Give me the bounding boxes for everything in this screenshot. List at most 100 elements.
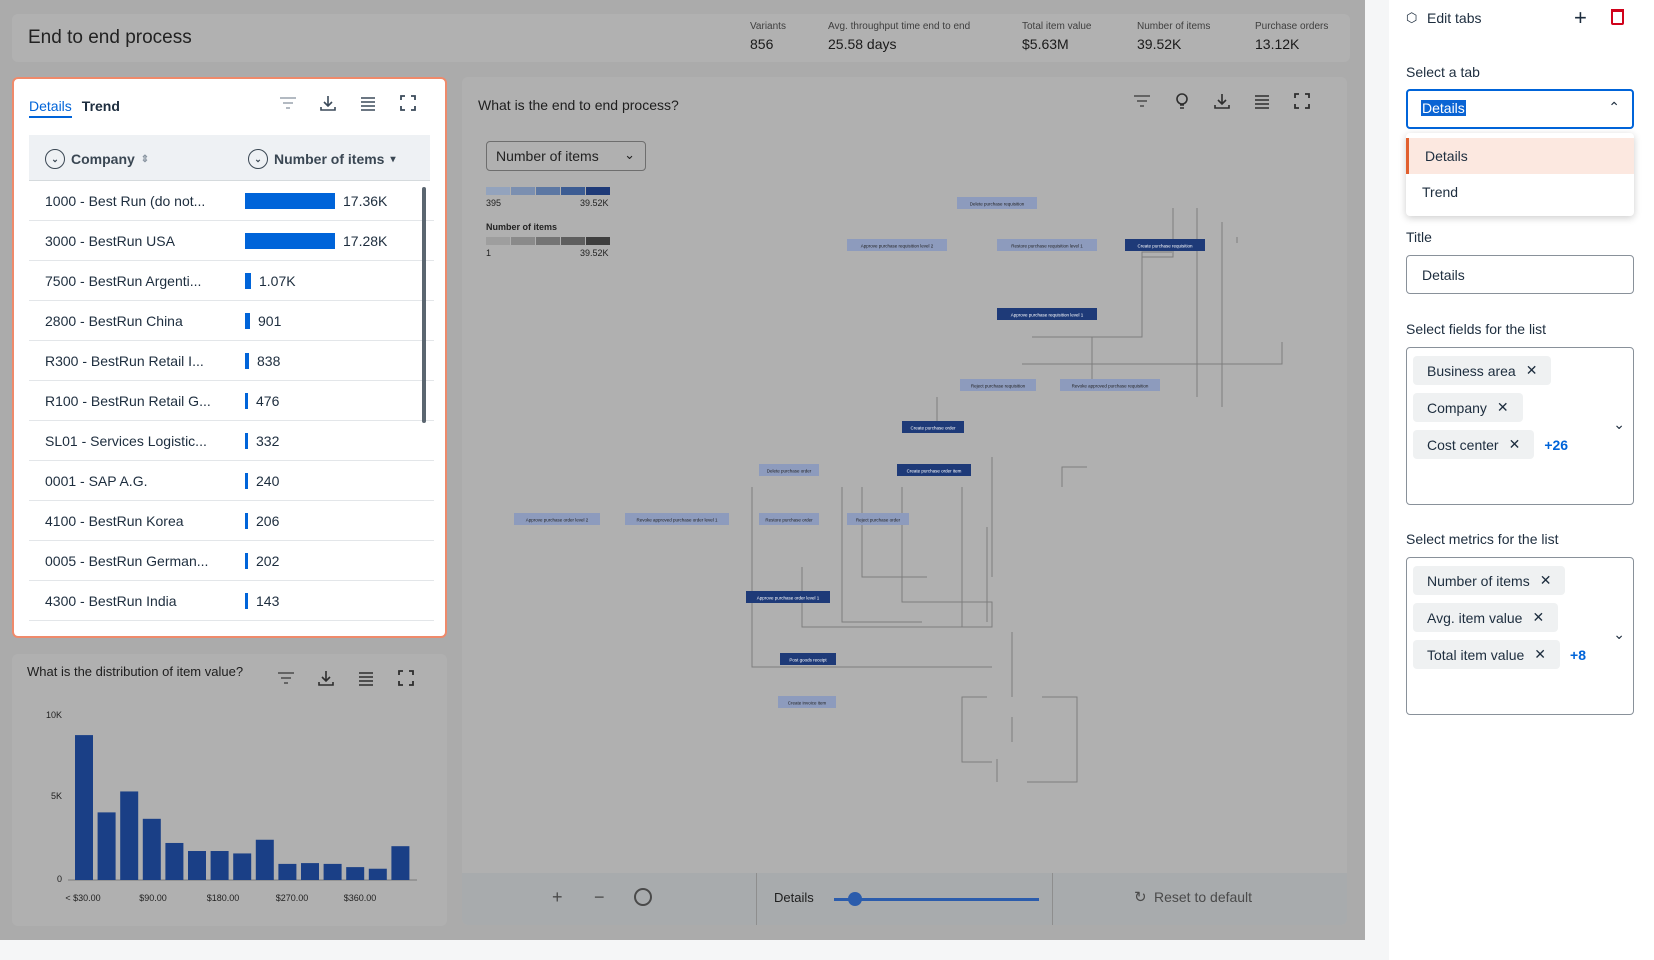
scrollbar[interactable] xyxy=(422,187,426,423)
histogram-bar[interactable] xyxy=(323,863,342,880)
table-row[interactable]: 4100 - BestRun Korea 206 xyxy=(29,501,434,541)
process-node[interactable]: Reject purchase requisition xyxy=(960,379,1036,391)
histogram-bar[interactable] xyxy=(346,867,365,880)
lightbulb-icon[interactable] xyxy=(1172,91,1192,111)
table-row[interactable]: 4300 - BestRun India 143 xyxy=(29,581,434,621)
metrics-label: Select metrics for the list xyxy=(1406,531,1559,547)
histogram-bar[interactable] xyxy=(301,863,319,880)
fullscreen-icon[interactable] xyxy=(1292,91,1312,111)
select-tab-value: Details xyxy=(1421,100,1466,116)
histogram-bar[interactable] xyxy=(391,846,410,880)
process-node[interactable]: Delete purchase order xyxy=(759,464,819,476)
zoom-in-icon[interactable]: + xyxy=(552,887,563,907)
filter-icon[interactable] xyxy=(276,668,296,688)
option-details[interactable]: Details xyxy=(1406,138,1634,174)
remove-icon[interactable]: ✕ xyxy=(1525,362,1538,378)
histogram-bar[interactable] xyxy=(188,851,206,880)
process-node[interactable]: Create purchase order item xyxy=(897,464,971,476)
download-icon[interactable] xyxy=(316,668,336,688)
fullscreen-icon[interactable] xyxy=(396,668,416,688)
more-fields-count[interactable]: +26 xyxy=(1544,436,1569,453)
more-metrics-count[interactable]: +8 xyxy=(1570,646,1586,663)
title-input-value: Details xyxy=(1422,267,1465,283)
metric-token[interactable]: Number of items ✕ xyxy=(1413,566,1566,595)
details-slider-track[interactable] xyxy=(834,898,1039,901)
process-node[interactable]: Restore purchase requisition level 1 xyxy=(997,239,1097,251)
histogram-bar[interactable] xyxy=(255,839,274,880)
field-token[interactable]: Cost center ✕ xyxy=(1413,430,1535,459)
remove-icon[interactable]: ✕ xyxy=(1532,609,1545,625)
details-slider-thumb[interactable] xyxy=(847,892,862,906)
table-row[interactable]: 7500 - BestRun Argenti... 1.07K xyxy=(29,261,434,301)
edit-tabs-panel: ⬡ Edit tabs + Select a tab Details ⌃ Det… xyxy=(1389,0,1654,960)
column-number-of-items[interactable]: ⌄ Number of items ▾ xyxy=(248,149,396,169)
chevron-down-icon[interactable]: ⌄ xyxy=(1613,416,1625,432)
remove-icon[interactable]: ✕ xyxy=(1539,572,1552,588)
process-graph[interactable]: Delete purchase requisition Approve purch… xyxy=(462,77,1347,867)
tab-trend[interactable]: Trend xyxy=(81,98,120,114)
table-row[interactable]: R300 - BestRun Retail I... 838 xyxy=(29,341,434,381)
table-row[interactable]: 1000 - Best Run (do not... 17.36K xyxy=(29,181,434,221)
metrics-multiselect[interactable]: Number of items ✕ Avg. item value ✕ Total … xyxy=(1406,557,1634,715)
title-input[interactable]: Details xyxy=(1406,255,1634,294)
chevron-down-icon[interactable]: ⌄ xyxy=(1613,626,1625,642)
delete-icon[interactable] xyxy=(1611,9,1624,25)
add-icon[interactable]: + xyxy=(1574,5,1587,30)
metric-select[interactable]: Number of items ⌄ xyxy=(486,141,646,171)
process-node[interactable]: Create invoice item xyxy=(778,696,836,708)
recenter-icon[interactable] xyxy=(634,888,652,906)
fields-multiselect[interactable]: Business area ✕ Company ✕ Cost center ✕ +26 … xyxy=(1406,347,1634,505)
process-node[interactable]: Approve purchase order level 1 xyxy=(746,591,830,603)
table-view-icon[interactable] xyxy=(358,93,378,113)
remove-icon[interactable]: ✕ xyxy=(1496,399,1509,415)
metric-token[interactable]: Avg. item value ✕ xyxy=(1413,603,1559,632)
chevron-down-icon[interactable]: ⌄ xyxy=(248,149,268,169)
table-row[interactable]: 3000 - BestRun USA 17.28K xyxy=(29,221,434,261)
remove-icon[interactable]: ✕ xyxy=(1534,646,1547,662)
histogram-bar[interactable] xyxy=(142,818,161,880)
field-token[interactable]: Business area ✕ xyxy=(1413,356,1552,385)
tab-details[interactable]: Details xyxy=(29,98,72,118)
process-node[interactable]: Approve purchase order level 2 xyxy=(514,513,600,525)
histogram-bar[interactable] xyxy=(165,842,184,880)
column-company[interactable]: ⌄ Company ⇕ xyxy=(45,149,149,169)
process-node[interactable]: Post goods receipt xyxy=(780,653,836,665)
process-node[interactable]: Approve purchase requisition level 1 xyxy=(997,308,1097,320)
table-view-icon[interactable] xyxy=(1252,91,1272,111)
process-node[interactable]: Delete purchase requisition xyxy=(957,197,1037,209)
filter-icon[interactable] xyxy=(278,93,298,113)
field-token[interactable]: Company ✕ xyxy=(1413,393,1523,422)
option-trend[interactable]: Trend xyxy=(1422,184,1459,200)
histogram-bar[interactable] xyxy=(233,853,252,880)
process-node[interactable]: Reject purchase order xyxy=(847,513,909,525)
table-row[interactable]: 0001 - SAP A.G. 240 xyxy=(29,461,434,501)
reset-to-default-button[interactable]: Reset to default xyxy=(1154,889,1253,905)
table-row[interactable]: 2800 - BestRun China 901 xyxy=(29,301,434,341)
histogram-bar[interactable] xyxy=(368,868,387,880)
fullscreen-icon[interactable] xyxy=(398,93,418,113)
process-node[interactable]: Create purchase order xyxy=(902,421,964,433)
histogram-bar[interactable] xyxy=(278,863,297,880)
table-row[interactable]: SL01 - Services Logistic... 332 xyxy=(29,421,434,461)
table-row[interactable]: 0005 - BestRun German... 202 xyxy=(29,541,434,581)
histogram-bar[interactable] xyxy=(120,791,139,880)
select-tab-dropdown[interactable]: Details ⌃ xyxy=(1406,89,1634,129)
chevron-down-icon[interactable]: ⌄ xyxy=(45,149,65,169)
table-view-icon[interactable] xyxy=(356,668,376,688)
download-icon[interactable] xyxy=(1212,91,1232,111)
process-node[interactable]: Restore purchase order xyxy=(759,513,819,525)
table-row[interactable]: R100 - BestRun Retail G... 476 xyxy=(29,381,434,421)
histogram-bar[interactable] xyxy=(97,812,116,880)
metric-token[interactable]: Total item value ✕ xyxy=(1413,640,1561,669)
details-card[interactable]: Details Trend ⌄ Company ⇕ ⌄ Number of it… xyxy=(12,77,447,638)
download-icon[interactable] xyxy=(318,93,338,113)
process-node[interactable]: Revoke approved purchase requisition xyxy=(1060,379,1160,391)
filter-icon[interactable] xyxy=(1132,91,1152,111)
histogram-bar[interactable] xyxy=(75,735,93,880)
remove-icon[interactable]: ✕ xyxy=(1508,436,1521,452)
process-node[interactable]: Create purchase requisition xyxy=(1125,239,1205,251)
histogram-bar[interactable] xyxy=(210,851,229,880)
process-node[interactable]: Revoke approved purchase order level 1 xyxy=(625,513,729,525)
zoom-out-icon[interactable]: − xyxy=(594,887,605,907)
process-node[interactable]: Approve purchase requisition level 2 xyxy=(847,239,947,251)
